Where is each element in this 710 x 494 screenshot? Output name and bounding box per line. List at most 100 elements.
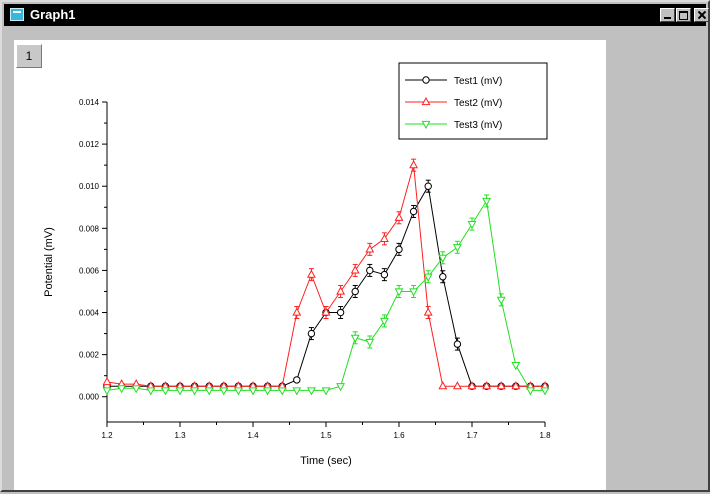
x-tick-label-2: 1.4 — [247, 431, 259, 440]
maximize-button[interactable] — [676, 8, 691, 22]
series-3-point-20 — [394, 288, 404, 297]
series-3-point-24 — [452, 244, 462, 253]
series-2-line — [106, 165, 545, 387]
chart-axes: 1.2 1.3 1.4 1.5 1.6 1.7 1.8 0.000 0.002 0.004 0.00… — [79, 98, 551, 440]
series-3-point-7 — [204, 387, 214, 396]
series-1-point-19 — [380, 270, 389, 279]
series-2 — [102, 158, 550, 390]
x-tick-label-3: 1.5 — [320, 431, 332, 440]
series-3-point-21 — [409, 288, 419, 297]
series-3-point-13 — [292, 387, 302, 396]
y-tick-label-5: 0.010 — [79, 182, 100, 191]
series-3-point-30 — [540, 387, 550, 396]
title-bar[interactable]: Graph1 — [4, 4, 709, 26]
series-2-point-0 — [102, 376, 112, 386]
window-title: Graph1 — [30, 7, 76, 22]
series-2-point-13 — [292, 307, 302, 316]
series-3-point-26 — [482, 197, 492, 206]
series-2-point-24 — [452, 381, 462, 390]
series-3-point-0 — [102, 387, 112, 396]
y-tick-label-3: 0.006 — [79, 266, 100, 275]
series-1-point-22 — [424, 182, 432, 190]
series-1-point-18 — [366, 266, 374, 275]
series-2-point-17 — [350, 265, 360, 274]
series-1-point-16 — [336, 308, 345, 317]
series-3-line — [106, 199, 545, 391]
x-tick-label-4: 1.6 — [393, 431, 405, 440]
series-3-point-28 — [511, 362, 521, 371]
x-axis-label: Time (sec) — [300, 455, 352, 467]
legend-marker-3 — [421, 120, 431, 130]
y-tick-label-6: 0.012 — [79, 140, 100, 149]
chart-legend[interactable]: Test1 (mV) Test2 (mV) Test3 (mV) — [398, 62, 548, 140]
series-2-point-22 — [423, 307, 433, 316]
close-button[interactable] — [694, 8, 709, 22]
x-tick-label-0: 1.2 — [101, 431, 113, 440]
series-3-point-12 — [277, 387, 287, 396]
legend-marker-1 — [422, 76, 430, 84]
series-3-point-23 — [438, 254, 448, 263]
graph-window-icon[interactable] — [10, 8, 24, 21]
series-2-point-21 — [409, 160, 419, 169]
series-2-point-25 — [467, 381, 477, 390]
series-1-point-17 — [351, 287, 359, 296]
x-tick-label-1: 1.3 — [174, 431, 186, 440]
series-3-point-2 — [131, 385, 141, 394]
legend-label-2: Test2 (mV) — [454, 98, 502, 109]
series-2-point-27 — [496, 381, 506, 390]
legend-label-3: Test3 (mV) — [454, 120, 502, 131]
series-3-point-19 — [379, 317, 389, 326]
series-3-point-29 — [525, 387, 535, 396]
series-1-point-13 — [293, 376, 301, 384]
legend-marker-2 — [421, 96, 431, 106]
series-3-point-8 — [219, 387, 229, 396]
series-2-point-15 — [321, 307, 331, 316]
series-3-point-17 — [350, 334, 360, 343]
series-3-point-25 — [467, 221, 477, 230]
series-3-point-5 — [175, 387, 185, 396]
series-3-point-11 — [263, 387, 273, 396]
series-1 — [103, 179, 549, 390]
series-3-point-27 — [496, 296, 506, 305]
series-2-point-20 — [394, 212, 404, 221]
series-1-point-20 — [395, 245, 403, 254]
series-1-point-21 — [409, 207, 418, 216]
series-1-point-23 — [439, 273, 447, 281]
series-3-point-18 — [365, 338, 375, 348]
y-tick-label-7: 0.014 — [79, 98, 100, 107]
series-2-point-26 — [482, 381, 492, 390]
series-2-point-28 — [511, 381, 521, 390]
chart-series — [102, 158, 550, 396]
series-3-point-1 — [117, 385, 127, 394]
y-tick-label-0: 0.000 — [79, 393, 100, 402]
series-3-point-22 — [423, 273, 433, 282]
series-3-point-15 — [321, 387, 331, 396]
series-1-point-24 — [453, 340, 462, 348]
series-3-point-9 — [233, 387, 243, 396]
series-3-point-3 — [146, 387, 156, 396]
series-3-point-16 — [336, 383, 346, 392]
series-2-point-14 — [306, 269, 316, 278]
y-tick-label-2: 0.004 — [79, 309, 100, 318]
series-3-point-14 — [306, 387, 316, 396]
series-3 — [102, 194, 550, 396]
series-2-point-18 — [365, 244, 375, 253]
layer-1-tab[interactable]: 1 — [16, 44, 42, 68]
series-2-point-23 — [438, 381, 448, 390]
series-2-point-19 — [379, 233, 389, 242]
x-tick-label-5: 1.7 — [466, 431, 478, 440]
y-tick-label-4: 0.008 — [79, 224, 100, 233]
series-3-point-6 — [190, 387, 200, 396]
legend-box — [398, 62, 548, 140]
series-1-line — [107, 184, 545, 387]
y-axis-label: Potential (mV) — [43, 227, 55, 297]
series-3-point-10 — [248, 387, 258, 396]
y-tick-label-1: 0.002 — [79, 351, 100, 360]
series-2-point-16 — [336, 286, 346, 295]
series-1-point-14 — [307, 329, 316, 338]
minimize-button[interactable] — [660, 8, 675, 22]
x-tick-label-6: 1.8 — [539, 431, 551, 440]
series-3-point-4 — [160, 387, 170, 396]
